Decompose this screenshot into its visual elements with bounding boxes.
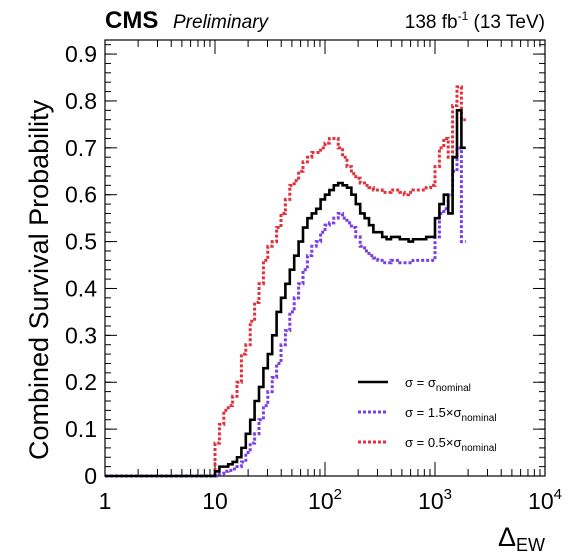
x-tick-exponent: 3 [444,486,452,503]
legend-label: σ = σ [405,375,436,390]
y-tick-label: 0.5 [65,229,97,255]
y-tick-label: 0.9 [65,41,97,67]
x-tick-base: 1 [99,488,112,514]
legend-label-sub: nominal [462,443,497,454]
y-tick-label: 0.1 [65,416,97,442]
y-tick-label: 0.6 [65,182,97,208]
energy-label: (13 TeV) [474,12,545,33]
x-tick-label: 102 [308,486,342,514]
x-axis-title-sub: EW [516,535,545,555]
x-axis-title: ΔEW [498,522,545,555]
y-tick-labels: 0 0.1 0.2 0.3 0.4 0.5 0.6 0.7 0.8 0.9 [65,41,97,489]
status-label: Preliminary [173,12,270,33]
legend-entry-0: σ = σnominal [405,375,471,394]
x-tick-base: 10 [202,488,228,514]
x-tick-base: 10 [308,488,334,514]
y-tick-label: 0.3 [65,322,97,348]
x-tick-exponent: 4 [554,486,562,503]
y-tick-label: 0.2 [65,369,97,395]
legend-label-sub: nominal [462,413,497,424]
series-line-1 [105,146,466,478]
x-tick-exponent: 2 [334,486,342,503]
lumi-exponent: -1 [458,9,469,23]
x-tick-label: 1 [99,488,112,514]
y-tick-label: 0.7 [65,135,97,161]
legend-entry-1: σ = 1.5×σnominal [405,405,497,424]
x-tick-label: 103 [418,486,452,514]
experiment-label: CMS [105,7,158,34]
plot-frame [104,39,546,477]
y-tick-label: 0 [84,463,97,489]
x-tick-base: 10 [528,488,554,514]
x-tick-label: 104 [528,486,562,514]
y-tick-label: 0.8 [65,88,97,114]
x-tick-label: 10 [202,488,228,514]
lumi-value: 138 fb [405,12,458,33]
y-axis-title: Combined Survival Probability [24,99,54,460]
x-tick-labels: 1 10 102 103 104 [99,486,562,514]
x-tick-base: 10 [418,488,444,514]
x-axis-title-main: Δ [498,522,516,552]
legend-label-sub: nominal [436,383,471,394]
series-line-0 [105,109,466,478]
series-layer [105,85,466,478]
legend-label: σ = 1.5×σ [405,405,462,420]
legend-label: σ = 0.5×σ [405,435,462,450]
axis-ticks [104,40,545,477]
legend-entry-2: σ = 0.5×σnominal [405,435,497,454]
y-tick-label: 0.4 [65,275,97,301]
lumi-label: 138 fb-1 (13 TeV) [405,9,545,33]
